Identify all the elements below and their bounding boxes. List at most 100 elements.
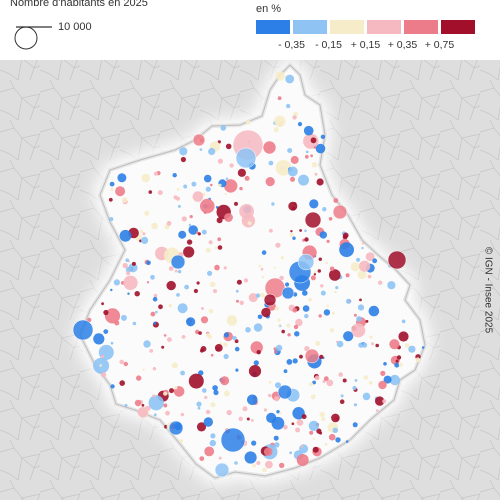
commune-circle: [310, 275, 316, 281]
commune-circle: [183, 184, 188, 189]
commune-circle: [244, 175, 250, 181]
commune-circle: [192, 191, 204, 202]
commune-circle: [323, 376, 329, 382]
commune-circle: [398, 331, 409, 342]
commune-circle: [143, 340, 151, 348]
commune-circle: [214, 264, 220, 271]
commune-circle: [223, 353, 229, 360]
commune-circle: [357, 304, 365, 311]
commune-circle: [350, 262, 360, 272]
commune-circle: [395, 359, 399, 363]
commune-circle: [301, 414, 307, 420]
commune-circle: [207, 270, 213, 276]
commune-circle: [127, 292, 130, 295]
legend-swatch: [441, 20, 475, 34]
commune-circle: [281, 286, 295, 300]
commune-circle: [300, 445, 304, 448]
commune-circle: [188, 373, 204, 389]
commune-circle: [204, 395, 208, 400]
commune-circle: [340, 394, 344, 398]
commune-circle: [237, 168, 246, 177]
commune-circle: [315, 143, 326, 154]
commune-circle: [275, 242, 281, 248]
legend-swatch: [404, 20, 438, 34]
commune-circle: [308, 420, 319, 431]
commune-circle: [351, 323, 366, 338]
commune-circle: [98, 344, 114, 360]
commune-circle: [387, 250, 407, 270]
commune-circle: [335, 437, 341, 443]
commune-circle: [265, 460, 273, 469]
commune-circle: [274, 396, 280, 402]
commune-circle: [294, 331, 300, 337]
commune-circle: [206, 332, 211, 338]
commune-circle: [274, 442, 280, 448]
commune-circle: [224, 192, 227, 196]
commune-circle: [292, 115, 297, 120]
commune-circle: [239, 186, 243, 191]
commune-circle: [235, 368, 239, 372]
commune-circle: [110, 341, 114, 345]
commune-circle: [302, 305, 310, 312]
commune-circle: [181, 335, 186, 339]
commune-circle: [320, 134, 326, 139]
commune-circle: [122, 262, 128, 269]
commune-circle: [212, 385, 218, 391]
commune-circle: [210, 433, 216, 439]
commune-circle: [110, 187, 114, 192]
commune-circle: [345, 440, 349, 443]
commune-circle: [343, 331, 354, 342]
commune-circle: [238, 416, 243, 421]
commune-circle: [108, 197, 113, 202]
commune-circle: [171, 362, 178, 369]
commune-circle: [166, 280, 176, 291]
commune-circle: [310, 154, 313, 158]
commune-circle: [124, 403, 128, 407]
commune-circle: [309, 199, 319, 209]
commune-circle: [154, 171, 158, 176]
commune-circle: [239, 300, 244, 305]
commune-circle: [329, 328, 335, 333]
commune-circle: [289, 232, 294, 237]
commune-circle: [396, 355, 402, 360]
commune-circle: [299, 354, 303, 359]
commune-circle: [110, 384, 115, 389]
commune-circle: [137, 407, 149, 418]
commune-circle: [165, 410, 170, 416]
commune-circle: [314, 172, 318, 176]
commune-circle: [256, 461, 261, 465]
commune-circle: [262, 467, 267, 473]
commune-circle: [277, 318, 281, 322]
commune-circle: [394, 362, 400, 368]
commune-circle: [285, 74, 295, 84]
commune-circle: [217, 158, 223, 164]
commune-circle: [331, 311, 335, 315]
commune-circle: [169, 388, 174, 394]
legend-swatch: [330, 20, 364, 34]
commune-circle: [197, 406, 201, 410]
commune-circle: [315, 340, 321, 346]
commune-circle: [217, 237, 222, 242]
commune-circle: [234, 346, 240, 352]
commune-circle: [269, 228, 273, 233]
commune-circle: [149, 349, 154, 353]
commune-circle: [286, 359, 293, 365]
commune-circle: [203, 174, 212, 183]
commune-circle: [224, 179, 238, 193]
commune-circle: [275, 71, 286, 81]
commune-circle: [186, 239, 193, 245]
commune-circle: [246, 417, 250, 421]
commune-circle: [218, 456, 222, 460]
commune-circle: [263, 447, 273, 457]
commune-circle: [152, 296, 158, 302]
commune-circle: [389, 339, 400, 350]
commune-circle: [313, 146, 317, 149]
commune-circle: [290, 230, 293, 233]
commune-circle: [220, 125, 227, 131]
commune-circle: [141, 173, 150, 183]
commune-circle: [101, 354, 105, 359]
commune-circle: [375, 396, 385, 406]
commune-circle: [345, 298, 352, 304]
commune-circle: [271, 416, 285, 430]
commune-circle: [324, 442, 328, 446]
